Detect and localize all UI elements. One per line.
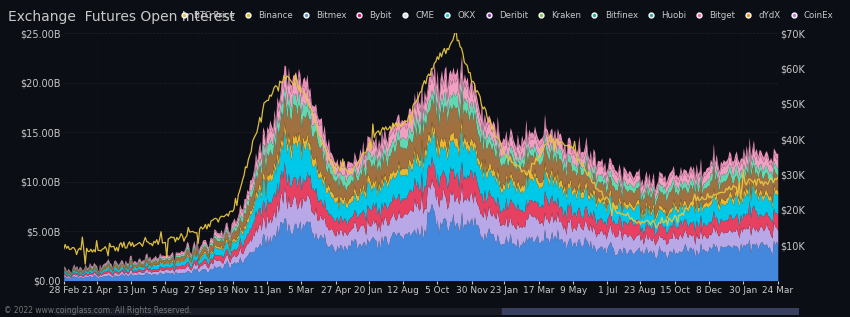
Text: Exchange  Futures Open Interest: Exchange Futures Open Interest	[8, 10, 235, 23]
Legend: BTC Price, Binance, Bitmex, Bybit, CME, OKX, Deribit, Kraken, Bitfinex, Huobi, B: BTC Price, Binance, Bitmex, Bybit, CME, …	[172, 8, 837, 23]
Bar	[502, 308, 799, 315]
Text: © 2022 www.coinglass.com. All Rights Reserved.: © 2022 www.coinglass.com. All Rights Res…	[4, 307, 192, 315]
